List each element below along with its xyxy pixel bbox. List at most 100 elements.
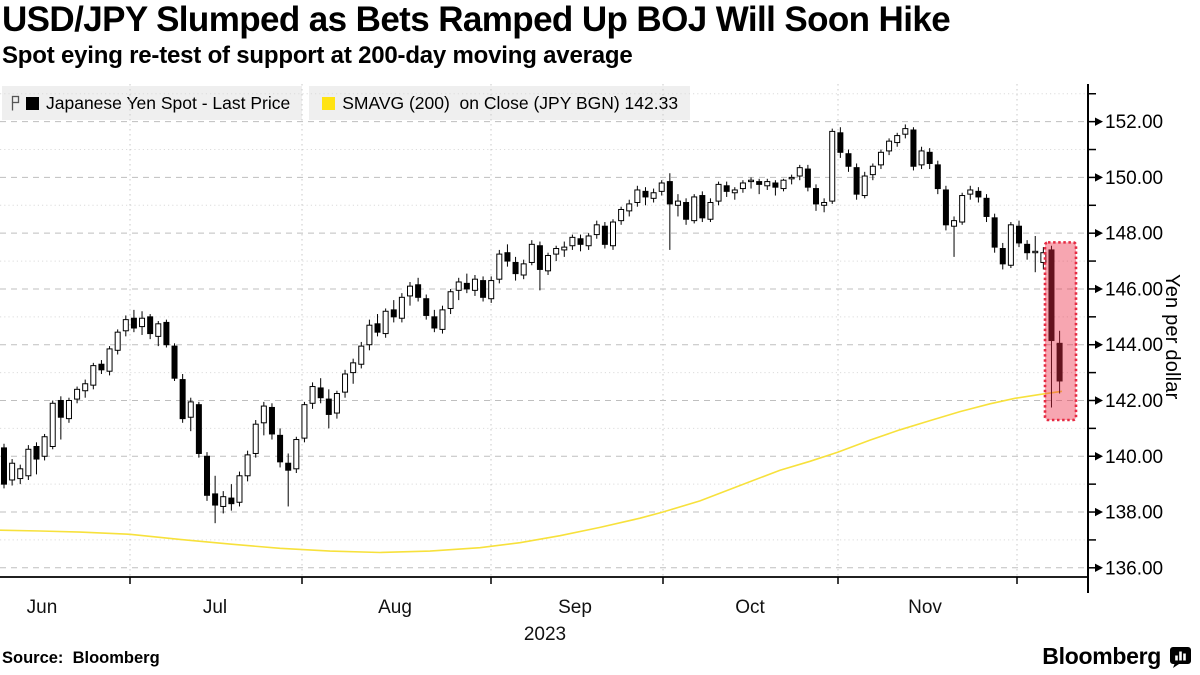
candle-down xyxy=(536,245,543,270)
candle-up xyxy=(674,200,681,206)
highlight-fill xyxy=(1045,242,1076,421)
x-tick-label: Nov xyxy=(908,597,942,618)
candle-up xyxy=(821,202,828,206)
candle-up xyxy=(187,401,194,418)
candle-up xyxy=(918,150,925,166)
candle-down xyxy=(772,182,779,188)
candle-up xyxy=(634,189,641,204)
candle-up xyxy=(528,243,535,263)
y-tick-arrow xyxy=(1095,173,1103,182)
candle-down xyxy=(1,447,7,485)
candle-up xyxy=(569,236,576,247)
candle-up xyxy=(496,253,503,280)
candle-up xyxy=(139,317,146,328)
candle-up xyxy=(106,348,113,372)
candle-up xyxy=(358,345,365,365)
legend-swatch-smavg xyxy=(322,96,336,110)
candle-down xyxy=(317,387,324,399)
candle-up xyxy=(650,192,657,199)
candle-up xyxy=(877,151,884,166)
candle-up xyxy=(342,373,349,393)
candle-down xyxy=(212,493,219,506)
candle-up xyxy=(25,448,32,477)
candle-down xyxy=(975,190,982,198)
candle-up xyxy=(82,383,89,392)
candle-up xyxy=(252,423,259,454)
candle-up xyxy=(9,462,16,481)
candle-up xyxy=(610,221,616,247)
candle-up xyxy=(488,280,495,300)
candle-down xyxy=(1056,342,1063,382)
candle-up xyxy=(894,135,901,144)
candle-up xyxy=(691,196,698,222)
x-tick-label: Jun xyxy=(27,597,58,618)
candle-up xyxy=(739,182,746,190)
candle-up xyxy=(309,386,316,404)
candle-down xyxy=(910,129,917,167)
y-tick-arrow xyxy=(1095,284,1103,294)
candle-up xyxy=(959,195,966,223)
candle-down xyxy=(1016,225,1022,244)
bloomberg-wordmark: Bloomberg xyxy=(1042,643,1161,669)
candle-up xyxy=(764,181,771,187)
candle-down xyxy=(463,282,470,290)
candle-up xyxy=(447,291,454,309)
candle-up xyxy=(561,246,568,251)
y-tick-arrow xyxy=(1095,340,1103,349)
candle-down xyxy=(845,153,852,167)
y-tick-label: 146.00 xyxy=(1105,279,1163,300)
candle-up xyxy=(707,202,714,220)
candle-down xyxy=(723,185,730,192)
legend-label-smavg: SMAVG (200) on Close (JPY BGN) 142.33 xyxy=(342,92,679,113)
candle-down xyxy=(228,497,235,505)
candle-up xyxy=(260,405,267,424)
y-tick-label: 138.00 xyxy=(1105,503,1163,524)
candle-up xyxy=(122,319,129,332)
candle-up xyxy=(398,296,405,319)
candle-down xyxy=(804,168,811,188)
candle-down xyxy=(163,321,170,346)
candle-down xyxy=(813,188,819,205)
candle-up xyxy=(366,324,373,346)
candle-up xyxy=(861,175,868,197)
candle-up xyxy=(951,220,958,227)
candle-up xyxy=(236,475,243,503)
candle-down xyxy=(98,363,105,371)
y-tick-label: 152.00 xyxy=(1105,112,1163,133)
candle-down xyxy=(853,167,860,195)
y-tick-label: 136.00 xyxy=(1105,558,1163,579)
x-tick-label: Sep xyxy=(558,597,592,618)
candle-up xyxy=(1007,224,1014,266)
candle-down xyxy=(1048,249,1055,342)
candle-up xyxy=(155,323,162,337)
candle-up xyxy=(293,439,300,470)
candle-up xyxy=(553,248,560,255)
candle-down xyxy=(415,284,422,298)
candle-up xyxy=(382,310,389,335)
legend-item-smavg[interactable]: SMAVG (200) on Close (JPY BGN) 142.33 xyxy=(309,86,691,120)
highlight-border xyxy=(1043,241,1078,422)
candle-down xyxy=(666,181,673,205)
candle-up xyxy=(545,254,552,272)
candle-down xyxy=(1024,243,1031,254)
candle-up xyxy=(439,309,446,330)
candle-up xyxy=(731,189,738,194)
candle-down xyxy=(179,379,186,420)
x-axis-year: 2023 xyxy=(524,624,566,645)
candle-down xyxy=(999,248,1006,265)
legend-label-spot: Japanese Yen Spot - Last Price xyxy=(46,92,291,113)
candle-up xyxy=(1032,250,1039,254)
candle-down xyxy=(934,164,941,190)
candle-up xyxy=(788,176,795,180)
legend-item-spot[interactable]: Japanese Yen Spot - Last Price xyxy=(2,86,303,120)
candle-up xyxy=(593,224,600,236)
candle-down xyxy=(926,151,933,164)
candle-down xyxy=(268,406,275,435)
candle-down xyxy=(577,238,584,245)
candle-down xyxy=(699,195,706,219)
y-tick-label: 144.00 xyxy=(1105,335,1163,356)
candle-down xyxy=(983,197,990,217)
candle-down xyxy=(285,462,292,471)
candle-down xyxy=(204,455,210,496)
